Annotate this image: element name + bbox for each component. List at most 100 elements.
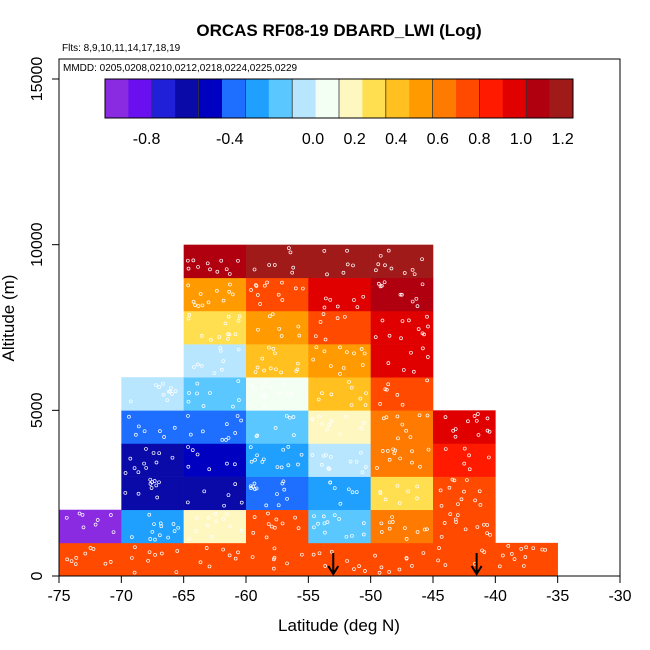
sample-point — [221, 547, 225, 552]
x-tick-label: -40 — [484, 588, 507, 605]
colorbar-frame — [104, 78, 574, 119]
sample-point — [354, 459, 359, 464]
sample-point — [276, 292, 281, 297]
sample-point — [200, 429, 205, 434]
plot-frame — [58, 58, 621, 577]
heatmap-cell — [183, 377, 247, 411]
sample-point — [321, 453, 326, 458]
colorbar-segment — [432, 79, 457, 118]
sample-point — [324, 296, 328, 301]
sample-point — [201, 404, 206, 408]
sample-point — [223, 321, 228, 326]
sample-point — [453, 434, 458, 439]
sample-point — [296, 361, 300, 366]
sample-point — [208, 391, 212, 395]
sample-point — [198, 560, 203, 565]
sample-points — [64, 246, 547, 575]
sample-point — [207, 564, 212, 569]
heatmap-cell — [246, 310, 309, 345]
sample-point — [379, 283, 384, 288]
colorbar-segment — [409, 79, 433, 118]
colorbar-tick-label: -0.4 — [216, 131, 244, 148]
x-tick-label: -75 — [47, 588, 70, 605]
sample-point — [350, 533, 354, 538]
sample-point — [267, 263, 272, 267]
sample-point — [386, 382, 391, 387]
sample-point — [123, 471, 128, 475]
x-tick-label: -65 — [172, 588, 195, 605]
x-tick-label: -45 — [421, 588, 444, 605]
sample-point — [345, 262, 350, 267]
sample-point — [519, 546, 524, 551]
sample-point — [410, 564, 414, 568]
sample-point — [453, 427, 458, 431]
heatmap-cell — [370, 244, 434, 279]
sample-point — [344, 534, 349, 539]
sample-point — [361, 532, 366, 537]
sample-point — [524, 545, 529, 550]
sample-point — [157, 451, 162, 456]
sample-point — [262, 404, 267, 409]
sample-point — [312, 525, 316, 530]
sample-point — [285, 561, 289, 566]
sample-point — [136, 491, 141, 496]
sample-point — [359, 426, 364, 431]
sample-point — [297, 333, 302, 338]
sample-point — [447, 485, 452, 490]
colorbar-tick-label: 0.2 — [343, 131, 365, 148]
sample-point — [313, 334, 318, 339]
heatmap-cell — [121, 377, 184, 411]
sample-point — [273, 351, 277, 356]
x-axis-label: Latitude (deg N) — [278, 616, 400, 635]
sample-point — [146, 558, 150, 563]
sample-point — [252, 481, 257, 486]
colorbar-segment — [479, 79, 504, 118]
sample-point — [249, 459, 254, 464]
heatmap-cell — [246, 410, 309, 444]
sample-point — [252, 515, 257, 520]
sample-point — [323, 337, 328, 342]
heatmap-cell — [370, 443, 434, 477]
sample-point — [161, 381, 165, 386]
sample-point — [220, 437, 225, 442]
sample-point — [425, 527, 429, 532]
sample-point — [399, 292, 404, 297]
sample-point — [235, 414, 240, 418]
sample-point — [226, 314, 231, 319]
sample-point — [328, 297, 333, 302]
sample-point — [186, 445, 190, 449]
sample-point — [462, 461, 467, 466]
sample-point — [354, 490, 359, 494]
sample-point — [88, 546, 93, 550]
sample-point — [150, 529, 155, 534]
sample-point — [289, 391, 294, 396]
sample-point — [83, 551, 88, 556]
sample-point — [420, 346, 425, 351]
sample-point — [158, 429, 162, 433]
sample-point — [300, 286, 305, 291]
sample-point — [473, 498, 477, 503]
sample-point — [452, 478, 457, 483]
sample-point — [166, 389, 171, 394]
sample-point — [426, 447, 431, 452]
sample-point — [233, 332, 238, 337]
sample-point — [412, 272, 417, 277]
sample-point — [186, 266, 191, 271]
sample-point — [226, 332, 230, 336]
sample-point — [448, 512, 453, 516]
sample-point — [329, 419, 334, 424]
sample-point — [274, 517, 279, 522]
sample-point — [398, 456, 403, 461]
heatmap-cell — [433, 410, 496, 444]
sample-point — [383, 263, 387, 268]
y-tick-label: 15000 — [29, 57, 46, 102]
sample-point — [69, 559, 74, 563]
sample-point — [144, 447, 148, 451]
sample-point — [253, 458, 257, 462]
sample-point — [186, 536, 191, 541]
colorbar-segment — [292, 79, 316, 118]
sample-point — [401, 368, 406, 372]
y-axis-label: Altitude (m) — [0, 275, 18, 362]
heatmap-cell — [59, 509, 122, 544]
